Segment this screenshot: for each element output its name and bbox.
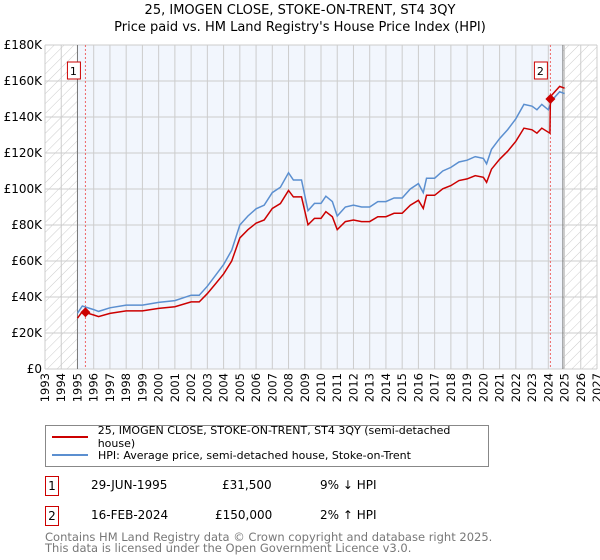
sale-date: 29-JUN-1995 xyxy=(91,478,168,492)
y-tick-label: £160K xyxy=(4,74,44,88)
x-tick-label: 2000 xyxy=(152,373,166,402)
x-tick-label: 2019 xyxy=(460,373,474,402)
x-tick-label: 2017 xyxy=(428,373,442,402)
x-tick-label: 2012 xyxy=(346,373,360,402)
y-tick-label: £120K xyxy=(4,146,44,160)
x-tick-label: 2015 xyxy=(395,373,409,402)
x-tick-label: 2013 xyxy=(363,373,377,402)
sale-point xyxy=(545,94,556,104)
x-tick-label: 2008 xyxy=(282,373,296,402)
x-tick-label: 1993 xyxy=(38,373,52,402)
y-tick-label: £0 xyxy=(27,362,42,376)
y-tick-label: £60K xyxy=(11,254,43,268)
x-tick-label: 2007 xyxy=(265,373,279,402)
x-tick-label: 2018 xyxy=(444,373,458,402)
chart-subtitle: Price paid vs. HM Land Registry's House … xyxy=(114,20,486,35)
y-tick-label: £80K xyxy=(11,218,43,232)
x-tick-label: 1998 xyxy=(119,373,133,402)
legend-blue-line xyxy=(52,454,88,456)
x-tick-label: 1995 xyxy=(70,373,84,402)
x-tick-label: 2009 xyxy=(298,373,312,402)
chart-title: 25, IMOGEN CLOSE, STOKE-ON-TRENT, ST4 3Q… xyxy=(144,3,456,18)
sale-date: 16-FEB-2024 xyxy=(91,508,169,522)
sale-price: £31,500 xyxy=(222,478,272,492)
y-tick-label: £20K xyxy=(11,326,43,340)
x-tick-label: 2005 xyxy=(233,373,247,402)
data-period-band xyxy=(77,45,563,369)
x-tick-label: 2010 xyxy=(314,373,328,402)
x-tick-label: 2001 xyxy=(168,373,182,402)
x-tick-label: 2022 xyxy=(509,373,523,402)
sale-label-box xyxy=(66,61,81,80)
y-tick-label: £180K xyxy=(4,38,44,52)
series-line xyxy=(76,85,565,319)
x-tick-label: 2027 xyxy=(590,373,600,402)
x-tick-label: 2024 xyxy=(541,373,555,402)
footer-line-2: This data is licensed under the Open Gov… xyxy=(45,541,412,555)
sale-hpi: 2% ↑ HPI xyxy=(320,508,377,522)
footer: Contains HM Land Registry data © Crown c… xyxy=(45,530,493,555)
x-tick-label: 2020 xyxy=(476,373,490,402)
series-line xyxy=(76,90,565,314)
legend: 25, IMOGEN CLOSE, STOKE-ON-TRENT, ST4 3Q… xyxy=(45,424,489,467)
sale-marker-badge: 2 xyxy=(45,506,59,526)
x-tick-label: 1999 xyxy=(135,373,149,402)
x-tick-label: 2025 xyxy=(558,373,572,402)
sale-point xyxy=(80,307,91,318)
sale-label-box xyxy=(533,61,548,80)
sale-label: 1 xyxy=(70,65,77,78)
sale-price: £150,000 xyxy=(215,508,273,522)
x-tick-label: 2004 xyxy=(217,373,231,402)
footer-line-1: Contains HM Land Registry data © Crown c… xyxy=(45,530,493,544)
sale-marker-badge: 1 xyxy=(45,476,59,496)
price-chart: 1993 1994 1995 1996 1997 1998 1999 2000 2001 2002… xyxy=(4,38,600,402)
x-tick-label: 1994 xyxy=(54,373,68,402)
x-tick-label: 1997 xyxy=(103,373,117,402)
x-tick-label: 2021 xyxy=(493,373,507,402)
x-tick-label: 2026 xyxy=(574,373,588,402)
y-tick-label: £100K xyxy=(4,182,44,196)
x-tick-label: 2023 xyxy=(525,373,539,402)
x-tick-label: 2002 xyxy=(184,373,198,402)
x-tick-label: 2006 xyxy=(249,373,263,402)
y-tick-label: £140K xyxy=(4,110,44,124)
sale-label: 2 xyxy=(537,65,544,78)
x-tick-label: 1996 xyxy=(87,373,101,402)
x-tick-label: 2003 xyxy=(200,373,214,402)
sale-hpi: 9% ↓ HPI xyxy=(320,478,377,492)
x-tick-label: 2014 xyxy=(379,373,393,402)
legend-property: 25, IMOGEN CLOSE, STOKE-ON-TRENT, ST4 3Q… xyxy=(97,424,451,450)
y-tick-label: £40K xyxy=(11,290,43,304)
x-tick-label: 2016 xyxy=(411,373,425,402)
x-tick-label: 2011 xyxy=(330,373,344,402)
legend-red-line xyxy=(52,436,88,438)
legend-hpi: HPI: Average price, semi-detached house,… xyxy=(98,448,411,462)
